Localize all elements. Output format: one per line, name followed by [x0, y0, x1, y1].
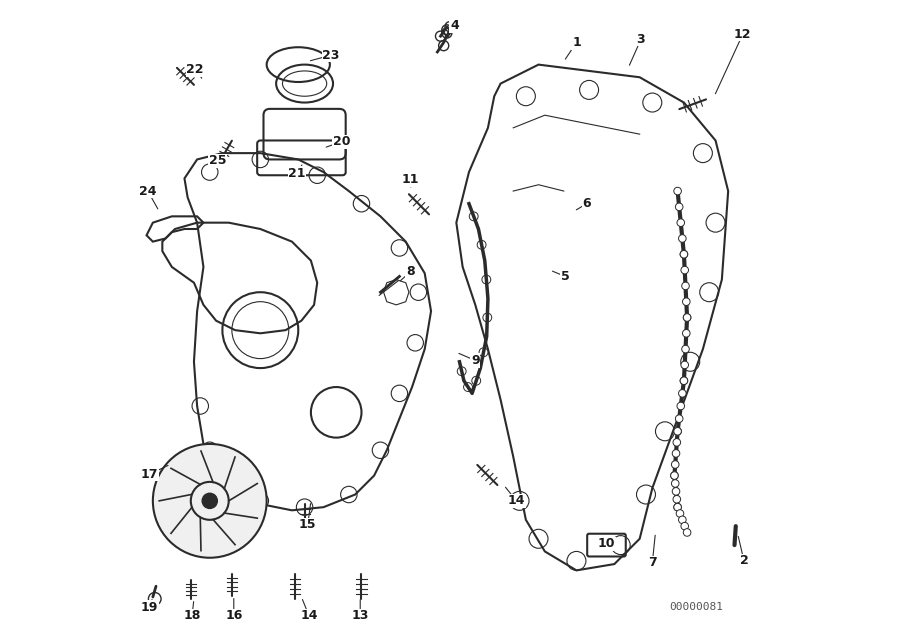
- Circle shape: [457, 367, 466, 376]
- Circle shape: [681, 282, 689, 290]
- Circle shape: [679, 516, 686, 524]
- Text: 4: 4: [450, 19, 459, 32]
- Circle shape: [674, 504, 681, 511]
- Text: 22: 22: [186, 63, 204, 76]
- Circle shape: [681, 361, 688, 369]
- Circle shape: [681, 523, 688, 530]
- Text: 11: 11: [402, 173, 419, 186]
- Circle shape: [679, 235, 686, 243]
- Circle shape: [682, 330, 690, 337]
- Circle shape: [676, 510, 684, 518]
- Text: 12: 12: [734, 28, 752, 41]
- Circle shape: [680, 377, 688, 385]
- Circle shape: [482, 275, 490, 284]
- Circle shape: [675, 415, 683, 422]
- Text: 9: 9: [471, 354, 480, 367]
- Circle shape: [680, 250, 688, 258]
- Circle shape: [681, 266, 688, 274]
- Text: 14: 14: [301, 610, 318, 622]
- Circle shape: [682, 298, 690, 305]
- Circle shape: [683, 314, 691, 321]
- Circle shape: [673, 495, 680, 503]
- Circle shape: [673, 439, 680, 446]
- Circle shape: [477, 241, 486, 249]
- Circle shape: [681, 345, 689, 353]
- Circle shape: [671, 461, 679, 468]
- Circle shape: [483, 313, 491, 322]
- Circle shape: [680, 377, 688, 385]
- Circle shape: [679, 390, 686, 397]
- Text: 10: 10: [598, 537, 616, 551]
- Circle shape: [464, 383, 472, 391]
- Text: 00000081: 00000081: [670, 602, 724, 612]
- Circle shape: [671, 479, 679, 487]
- Text: 23: 23: [322, 49, 340, 62]
- Circle shape: [674, 504, 681, 511]
- Circle shape: [677, 402, 685, 410]
- Text: 14: 14: [508, 494, 525, 507]
- Text: 3: 3: [636, 33, 645, 46]
- Circle shape: [674, 427, 681, 435]
- Circle shape: [472, 377, 481, 385]
- Text: 5: 5: [561, 270, 570, 283]
- Circle shape: [202, 493, 217, 509]
- Circle shape: [675, 203, 683, 211]
- Text: 24: 24: [139, 185, 157, 197]
- Circle shape: [683, 529, 691, 536]
- Circle shape: [670, 472, 679, 479]
- Text: 25: 25: [209, 154, 226, 167]
- Text: 8: 8: [406, 265, 415, 279]
- Text: 16: 16: [225, 610, 242, 622]
- Text: 20: 20: [332, 135, 350, 148]
- Circle shape: [672, 488, 680, 495]
- Text: 19: 19: [141, 601, 158, 613]
- Text: 21: 21: [288, 167, 306, 180]
- Circle shape: [479, 348, 488, 357]
- Circle shape: [670, 472, 679, 479]
- Circle shape: [469, 212, 478, 221]
- Text: 17: 17: [141, 468, 158, 481]
- Circle shape: [672, 450, 680, 457]
- Text: 18: 18: [184, 610, 201, 622]
- Circle shape: [674, 427, 681, 435]
- Text: 2: 2: [740, 554, 749, 568]
- Circle shape: [677, 219, 685, 227]
- Text: 1: 1: [572, 36, 580, 49]
- Circle shape: [153, 444, 266, 558]
- Circle shape: [683, 314, 691, 321]
- Text: 13: 13: [352, 610, 369, 622]
- Text: 7: 7: [648, 556, 657, 570]
- Text: 6: 6: [582, 197, 591, 210]
- Text: 15: 15: [299, 518, 317, 531]
- Circle shape: [674, 187, 681, 195]
- Circle shape: [680, 250, 688, 258]
